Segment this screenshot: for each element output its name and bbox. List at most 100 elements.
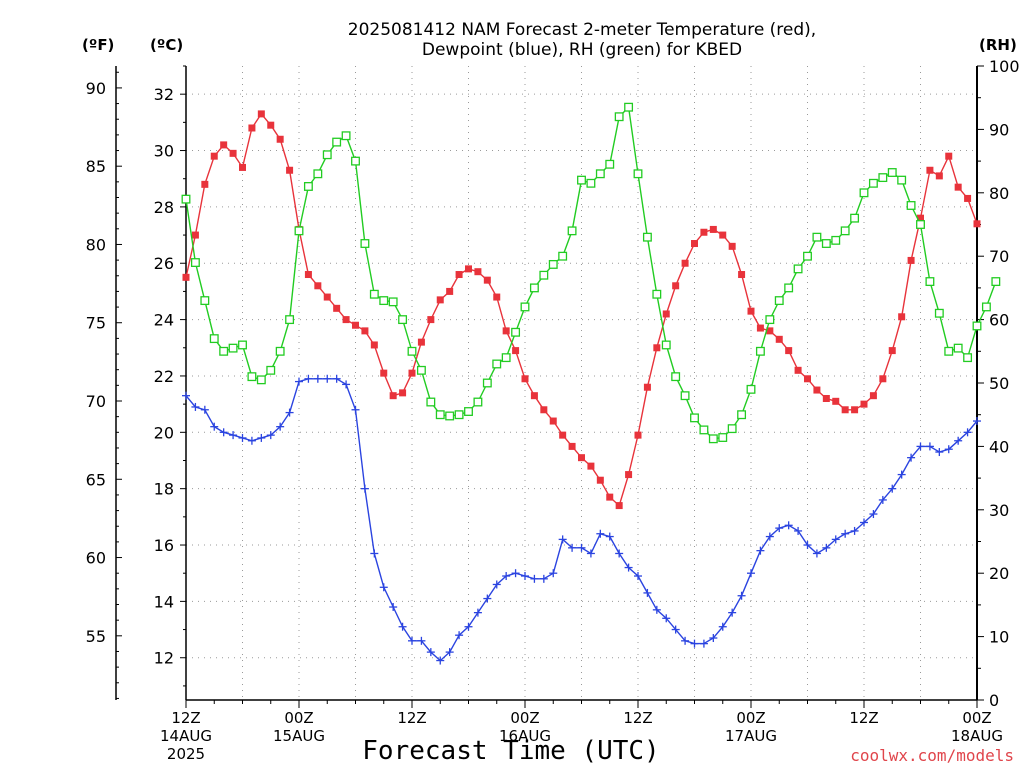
time-tick-label: 12Z [623, 709, 652, 727]
rh-tick-label: 20 [989, 564, 1009, 583]
rh-point [454, 410, 464, 420]
rh-point [341, 131, 351, 141]
rh-tick-label: 10 [989, 628, 1009, 647]
rh-point [219, 346, 229, 356]
chart-title-line-1: 2025081412 NAM Forecast 2-meter Temperat… [348, 20, 816, 40]
rh-point [247, 372, 257, 382]
rh-point [878, 173, 888, 183]
dewpoint-point [605, 532, 614, 541]
celsius-unit-label: (ºC) [150, 36, 183, 54]
dewpoint-point [360, 484, 369, 493]
dewpoint-point [511, 569, 520, 578]
temperature-point [615, 502, 623, 510]
dewpoint-point [652, 605, 661, 614]
dewpoint-point [907, 453, 916, 462]
temperature-point [446, 287, 454, 295]
dewpoint-point [756, 546, 765, 555]
dewpoint-point [662, 614, 671, 623]
dewpoint-point [596, 529, 605, 538]
rh-point [661, 340, 671, 350]
dewpoint-point [615, 549, 624, 558]
celsius-tick-label: 30 [154, 142, 174, 161]
rh-tick-label: 50 [989, 374, 1009, 393]
rh-point [812, 232, 822, 242]
dewpoint-point [295, 377, 303, 386]
rh-point [369, 289, 379, 299]
temperature-point [879, 375, 887, 383]
temperature-point [662, 310, 670, 318]
time-tick-label: 00Z [736, 709, 765, 727]
time-tick-label: 00Z [510, 709, 539, 727]
dewpoint-point [643, 588, 652, 597]
dewpoint-point [323, 374, 332, 383]
temperature-point [804, 375, 811, 383]
temperature-point [813, 386, 821, 394]
dewpoint-point [530, 574, 539, 583]
temperature-point [239, 163, 246, 171]
credit-text: coolwx.com/models [850, 746, 1014, 765]
temperature-point [380, 369, 388, 377]
time-tick-label: 12Z [171, 709, 200, 727]
temperature-point [210, 152, 218, 160]
time-tick-label: 16AUG [499, 727, 551, 745]
temperature-point [352, 321, 359, 329]
dewpoint-point [342, 380, 351, 389]
rh-point [981, 302, 991, 312]
rh-point [548, 259, 558, 269]
temperature-point [888, 347, 896, 355]
dewpoint-point [332, 374, 341, 383]
dewpoint-point [775, 524, 784, 533]
rh-point [567, 226, 577, 236]
temperature-point [625, 471, 633, 479]
temperature-point [399, 389, 407, 397]
temperature-point [483, 276, 491, 284]
dewpoint-point [464, 622, 473, 631]
temperature-point [512, 347, 520, 355]
temperature-point [314, 282, 322, 290]
x-axis-label: Forecast Time (UTC) [362, 736, 659, 766]
temperature-point [926, 166, 934, 174]
fahrenheit-tick-label: 85 [86, 157, 106, 176]
rh-point [256, 375, 266, 385]
dewpoint-point [210, 422, 219, 431]
temperature-point [276, 135, 284, 143]
dewpoint-point [370, 549, 379, 558]
time-tick-label: 12Z [849, 709, 878, 727]
dewpoint-point [473, 608, 482, 617]
rh-unit-label: (RH) [979, 36, 1017, 54]
rh-point [190, 258, 200, 267]
temperature-point [898, 313, 906, 321]
dewpoint-series [182, 374, 981, 665]
rh-point [595, 169, 605, 179]
time-tick-label: 18AUG [951, 727, 1003, 745]
fahrenheit-tick-label: 75 [86, 314, 106, 333]
temperature-point [370, 341, 378, 349]
temperature-point [869, 392, 877, 400]
temperature-point [634, 431, 642, 439]
celsius-tick-label: 22 [154, 367, 174, 386]
dewpoint-point [200, 405, 209, 414]
rh-point [416, 365, 426, 375]
rh-point [445, 411, 455, 421]
dewpoint-point [455, 631, 464, 640]
rh-point [558, 251, 568, 261]
temperature-point [643, 383, 651, 391]
chart-title-line-2: Dewpoint (blue), RH (green) for KBED [422, 40, 742, 60]
dewpoint-point [586, 549, 595, 558]
celsius-tick-label: 26 [154, 254, 174, 273]
time-tick-label: 15AUG [273, 727, 325, 745]
temperature-point [766, 327, 774, 335]
dewpoint-point [803, 541, 812, 550]
celsius-tick-label: 18 [154, 480, 174, 499]
temperature-point [549, 417, 557, 425]
rh-point [680, 391, 690, 401]
rh-point [435, 410, 445, 420]
time-tick-label: 00Z [962, 709, 991, 727]
time-tick-label: 14AUG [160, 727, 212, 745]
temperature-point [578, 454, 585, 462]
rh-point [586, 178, 596, 188]
dewpoint-point [860, 518, 868, 527]
rh-point [633, 169, 643, 179]
temperature-point [220, 141, 228, 149]
